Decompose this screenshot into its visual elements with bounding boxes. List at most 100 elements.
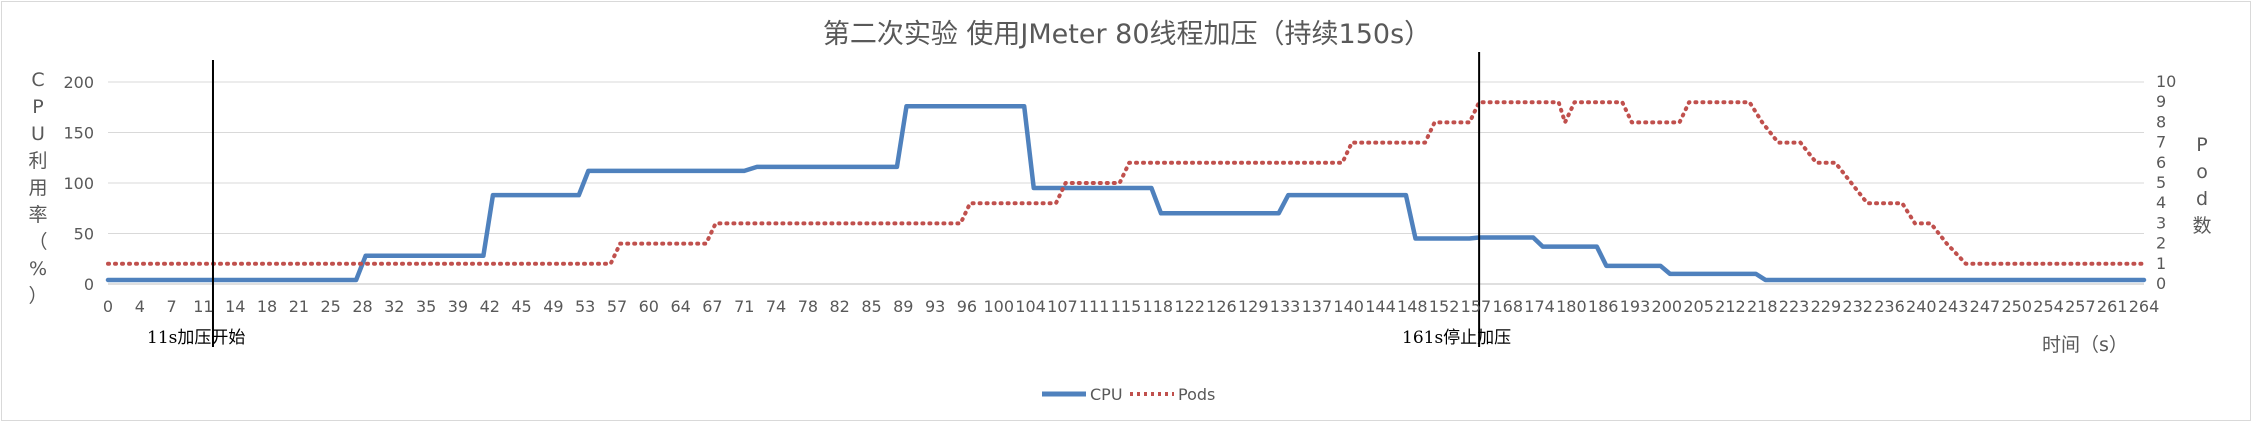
y-axis-title-char: 率 — [28, 204, 47, 226]
x-tick-label: 111 — [1079, 297, 1110, 316]
x-tick-label: 122 — [1174, 297, 1205, 316]
y2-tick-label: 5 — [2156, 173, 2166, 192]
y2-axis-title-char: 数 — [2192, 215, 2211, 237]
x-tick-label: 104 — [1015, 297, 1046, 316]
x-tick-label: 11 — [193, 297, 213, 316]
x-tick-label: 180 — [1556, 297, 1587, 316]
x-tick-label: 200 — [1652, 297, 1683, 316]
x-tick-label: 21 — [289, 297, 309, 316]
x-tick-label: 174 — [1524, 297, 1555, 316]
y2-tick-label: 7 — [2156, 133, 2166, 152]
x-tick-label: 42 — [480, 297, 500, 316]
x-tick-label: 157 — [1461, 297, 1492, 316]
gridlines — [108, 81, 2144, 285]
x-tick-label: 45 — [511, 297, 531, 316]
x-tick-label: 18 — [257, 297, 277, 316]
x-tick-label: 257 — [2065, 297, 2096, 316]
x-tick-label: 82 — [830, 297, 850, 316]
x-tick-label: 35 — [416, 297, 436, 316]
y2-tick-label: 10 — [2156, 72, 2176, 91]
x-tick-label: 93 — [925, 297, 945, 316]
x-tick-label: 144 — [1365, 297, 1396, 316]
x-tick-label: 67 — [702, 297, 722, 316]
y-axis-title-char: （ — [28, 231, 47, 253]
x-tick-label: 247 — [1970, 297, 2001, 316]
x-tick-label: 57 — [607, 297, 627, 316]
y-axis-title-char: 利 — [28, 150, 47, 172]
x-tick-label: 96 — [957, 297, 977, 316]
x-tick-label: 243 — [1938, 297, 1969, 316]
x-tick-label: 25 — [321, 297, 341, 316]
cpu-series-line — [105, 103, 2147, 283]
x-tick-label: 193 — [1620, 297, 1651, 316]
y2-axis-title-char: P — [2196, 134, 2207, 156]
y-axis-title-char: % — [29, 258, 47, 280]
x-tick-label: 232 — [1842, 297, 1873, 316]
x-tick-label: 133 — [1270, 297, 1301, 316]
y-tick-label: 100 — [63, 174, 94, 193]
x-tick-label: 261 — [2097, 297, 2128, 316]
y-axis-title-char: U — [31, 123, 45, 145]
x-tick-label: 250 — [2001, 297, 2032, 316]
x-tick-label: 0 — [103, 297, 113, 316]
legend-pods-label: Pods — [1178, 385, 1215, 404]
x-tick-label: 240 — [1906, 297, 1937, 316]
x-tick-label: 186 — [1588, 297, 1619, 316]
y2-tick-label: 4 — [2156, 193, 2166, 212]
chart-title: 第二次实验 使用JMeter 80线程加压（持续150s） — [823, 19, 1431, 50]
x-tick-label: 32 — [384, 297, 404, 316]
y2-tick-label: 0 — [2156, 274, 2166, 293]
legend-cpu-label: CPU — [1090, 385, 1123, 404]
pods-series-line — [106, 100, 2146, 266]
x-tick-label: 60 — [639, 297, 659, 316]
x-tick-label: 148 — [1397, 297, 1428, 316]
y-tick-label: 200 — [63, 73, 94, 92]
x-tick-label: 118 — [1143, 297, 1174, 316]
y2-tick-label: 9 — [2156, 92, 2166, 111]
y2-axis-title-char: o — [2196, 161, 2208, 183]
x-tick-label: 229 — [1811, 297, 1842, 316]
annotation-label: 11s加压开始 — [147, 328, 245, 348]
y-tick-label: 50 — [74, 225, 94, 244]
x-tick-label: 115 — [1111, 297, 1142, 316]
x-tick-label: 205 — [1683, 297, 1714, 316]
x-tick-label: 168 — [1492, 297, 1523, 316]
x-tick-label: 64 — [670, 297, 690, 316]
y2-tick-label: 3 — [2156, 213, 2166, 232]
x-tick-label: 53 — [575, 297, 595, 316]
x-tick-label: 223 — [1779, 297, 1810, 316]
y-axis-title-char: C — [31, 69, 44, 91]
x-tick-label: 85 — [861, 297, 881, 316]
x-tick-label: 78 — [798, 297, 818, 316]
x-tick-label: 129 — [1238, 297, 1269, 316]
x-tick-label: 14 — [225, 297, 245, 316]
y2-tick-label: 1 — [2156, 254, 2166, 273]
series-layer — [105, 100, 2147, 283]
y-axis-title-char: ） — [28, 285, 47, 307]
x-tick-label: 126 — [1206, 297, 1237, 316]
x-tick-label: 137 — [1302, 297, 1333, 316]
annotation-layer: 11s加压开始 161s停止加压 — [147, 52, 1511, 348]
y2-tick-label: 8 — [2156, 112, 2166, 131]
x-tick-label: 107 — [1047, 297, 1078, 316]
y2-axis-title-char: d — [2196, 188, 2208, 210]
annotation-label: 161s停止加压 — [1402, 328, 1511, 348]
x-tick-label: 212 — [1715, 297, 1746, 316]
y2-tick-label: 6 — [2156, 153, 2166, 172]
x-tick-label: 100 — [983, 297, 1014, 316]
x-tick-label: 264 — [2129, 297, 2160, 316]
x-tick-label: 254 — [2033, 297, 2064, 316]
x-tick-label: 28 — [352, 297, 372, 316]
x-tick-label: 236 — [1874, 297, 1905, 316]
y2-tick-label: 2 — [2156, 234, 2166, 253]
x-tick-label: 7 — [167, 297, 177, 316]
y-axis-title-char: P — [32, 96, 43, 118]
x-tick-label: 218 — [1747, 297, 1778, 316]
x-tick-label: 89 — [893, 297, 913, 316]
y-axis-title-char: 用 — [28, 177, 47, 199]
